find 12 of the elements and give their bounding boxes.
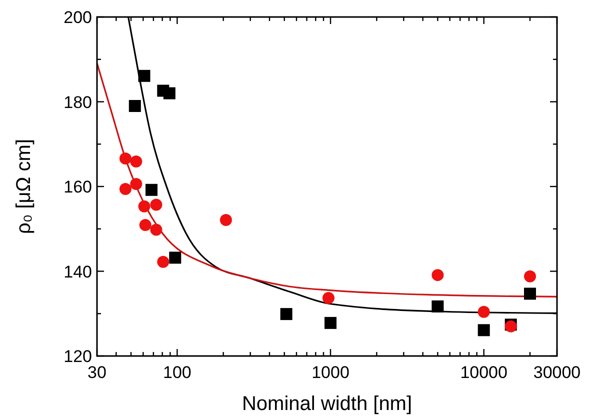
y-tick-label: 180: [64, 92, 92, 112]
x-tick-label: 1000: [312, 363, 350, 382]
x-tick-label: 10000: [460, 363, 508, 382]
y-tick-label: 160: [64, 178, 92, 196]
y-tick-label: 120: [64, 347, 92, 366]
y-tick-label: 200: [64, 8, 92, 27]
x-tick-label: 100: [162, 363, 192, 382]
x-tick-label: 30: [88, 363, 106, 382]
x-axis-title: Nominal width [nm]: [242, 393, 412, 415]
y-tick-label: 140: [64, 262, 92, 282]
y-axis-title: ρ₀ [μΩ cm]: [13, 138, 35, 234]
x-tick-label: 30000: [533, 363, 581, 382]
